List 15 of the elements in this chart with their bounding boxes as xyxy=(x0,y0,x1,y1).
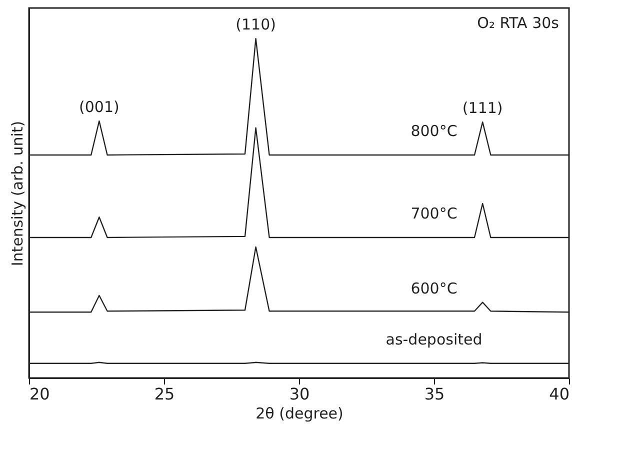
x-tick-label: 35 xyxy=(424,384,445,404)
series-label: 700°C xyxy=(410,204,458,223)
annotation: (111) xyxy=(462,99,503,118)
series-label: as-deposited xyxy=(386,330,482,349)
x-tick-label: 40 xyxy=(549,384,570,404)
annotation: (110) xyxy=(236,16,276,34)
y-axis-title: Intensity (arb. unit) xyxy=(8,120,26,266)
x-tick-label: 20 xyxy=(30,384,50,404)
x-tick-label: 30 xyxy=(289,384,310,404)
x-axis-title: 2θ (degree) xyxy=(256,404,344,422)
annotation: (001) xyxy=(79,98,120,116)
series-label: 600°C xyxy=(410,279,458,298)
text: O₂ RTA 30s xyxy=(477,14,560,32)
series-label: 800°C xyxy=(410,122,458,140)
x-tick-label: 25 xyxy=(154,384,175,404)
